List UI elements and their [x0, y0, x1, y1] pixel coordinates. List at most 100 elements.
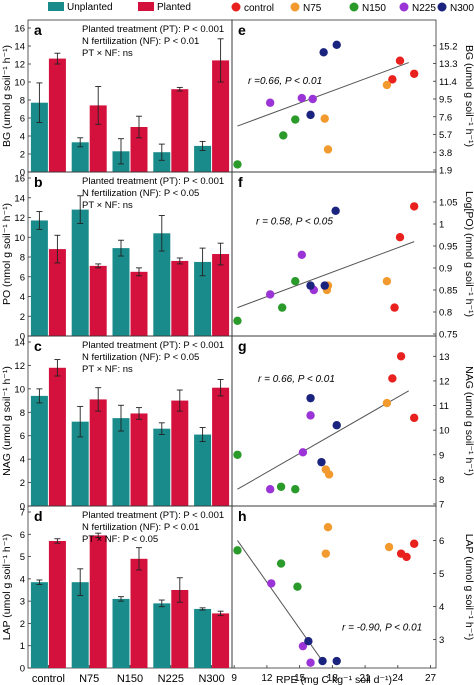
point-g-n150 [233, 450, 242, 459]
y-tick-label-f: 0.85 [439, 286, 458, 297]
y-tick-label-b: 0 [20, 332, 25, 343]
y-tick-label-b: 10 [14, 233, 25, 244]
y-tick-label-a: 2 [20, 150, 25, 161]
y-tick-label-a: 12 [14, 60, 25, 71]
point-h-n75 [321, 549, 331, 558]
bar-a-planted-n225 [171, 89, 189, 172]
y-axis-label-d: LAP (umol g soil⁻¹ h⁻¹) [1, 534, 13, 641]
y-tick-label-a: 4 [20, 132, 25, 143]
y-tick-label-f: 1.05 [439, 198, 458, 209]
x-tick-label-scatter: 21 [360, 673, 372, 684]
bar-c-unplanted-n225 [153, 428, 171, 506]
point-e-control [409, 69, 419, 78]
point-f-n150 [277, 303, 287, 312]
y-tick-label-a: 0 [20, 168, 25, 179]
bar-b-planted-n300 [212, 254, 230, 336]
bar-d-planted-n300 [212, 613, 230, 668]
point-h-n225 [306, 658, 315, 667]
point-e-n300 [332, 40, 341, 50]
y-tick-label-e: 1.9 [439, 166, 452, 177]
legend-label-planted: Planted [157, 2, 191, 13]
bar-c-unplanted-control [30, 395, 48, 506]
point-f-n75 [382, 277, 392, 286]
y-tick-label-d: 0 [20, 664, 25, 675]
legend-label-n75: N75 [303, 3, 322, 14]
y-tick-label-e: 15.2 [439, 41, 458, 52]
scatter-panel-frame-g [231, 335, 437, 507]
stats-line-c: PT × NF: ns [82, 364, 133, 375]
point-h-n75 [384, 542, 394, 552]
legend-label-n150: N150 [362, 3, 386, 14]
point-g-n75 [382, 398, 392, 408]
y-tick-label-f: 0.8 [439, 308, 452, 319]
y-axis-label-h: LAP (umol g soil⁻¹ h⁻¹) [463, 534, 474, 641]
x-tick-label-scatter: 24 [392, 673, 404, 684]
bar-c-unplanted-n75 [71, 421, 89, 506]
x-tick-label-n225: N225 [158, 673, 184, 685]
bar-b-unplanted-n225 [153, 233, 171, 336]
y-tick-label-e: 5.7 [439, 130, 452, 141]
bar-d-unplanted-n300 [194, 608, 212, 668]
point-g-n300 [317, 457, 326, 467]
legend-label-n225: N225 [412, 3, 436, 14]
point-g-control [388, 374, 397, 383]
y-tick-label-g: 8 [439, 475, 444, 486]
x-tick-label-scatter: 18 [327, 673, 339, 684]
legend-marker-n225 [399, 2, 409, 12]
correlation-annotation-h: r = -0.90, P < 0.01 [342, 623, 422, 634]
point-e-n75 [320, 114, 329, 123]
y-tick-label-b: 16 [14, 174, 25, 185]
bar-a-planted-control [48, 58, 66, 172]
y-tick-label-f: 0.75 [439, 330, 458, 341]
y-tick-label-c: 2 [20, 478, 25, 489]
point-g-n150 [291, 485, 300, 494]
point-h-n75 [323, 523, 333, 532]
bar-b-planted-control [48, 249, 66, 336]
y-tick-label-c: 8 [20, 408, 25, 419]
y-tick-label-b: 12 [14, 213, 25, 224]
y-tick-label-b: 14 [14, 193, 25, 204]
bar-a-planted-n300 [212, 60, 230, 172]
point-f-control [395, 233, 405, 242]
y-tick-label-a: 16 [14, 24, 25, 35]
bar-d-planted-n150 [130, 558, 148, 668]
point-e-control [395, 56, 405, 65]
stats-line-d: PT × NF: P < 0.05 [82, 534, 158, 545]
bar-b-planted-n75 [89, 265, 107, 336]
y-tick-label-a: 8 [20, 96, 25, 107]
point-f-n150 [233, 316, 242, 325]
y-tick-label-d: 3 [20, 597, 25, 608]
stats-line-c: N fertilization (NF): P < 0.05 [82, 352, 199, 363]
legend-marker-n150 [349, 2, 359, 12]
legend-marker-n75 [290, 2, 300, 12]
stats-line-a: PT × NF: ns [82, 48, 133, 59]
bar-d-unplanted-n150 [112, 598, 130, 668]
y-tick-label-h: 3 [439, 635, 444, 646]
bar-b-unplanted-n75 [71, 209, 89, 336]
y-tick-label-c: 0 [20, 502, 25, 513]
panel-letter-c: c [34, 338, 42, 354]
stats-line-d: N fertilization (NF): P < 0.01 [82, 522, 199, 533]
bar-d-planted-control [48, 540, 66, 668]
point-f-n300 [331, 206, 340, 215]
x-tick-label-scatter: 9 [231, 673, 237, 684]
x-tick-label-n150: N150 [117, 673, 143, 685]
point-f-n150 [291, 277, 300, 286]
point-e-n75 [323, 145, 333, 154]
bar-c-unplanted-n300 [194, 434, 212, 506]
bar-d-unplanted-control [30, 582, 48, 668]
point-g-n150 [276, 482, 286, 491]
y-tick-label-a: 14 [14, 42, 25, 53]
point-h-n300 [318, 656, 327, 666]
y-tick-label-e: 9.5 [439, 95, 452, 106]
bar-b-unplanted-control [30, 220, 48, 336]
point-h-n225 [267, 579, 276, 588]
bar-c-unplanted-n150 [112, 418, 130, 506]
x-tick-label-scatter: 12 [261, 673, 273, 684]
bar-a-planted-n150 [130, 127, 148, 172]
y-tick-label-d: 5 [20, 552, 25, 563]
y-tick-label-g: 11 [439, 401, 449, 412]
scatter-panel-frame-h [231, 505, 437, 669]
y-tick-label-b: 4 [20, 292, 25, 303]
